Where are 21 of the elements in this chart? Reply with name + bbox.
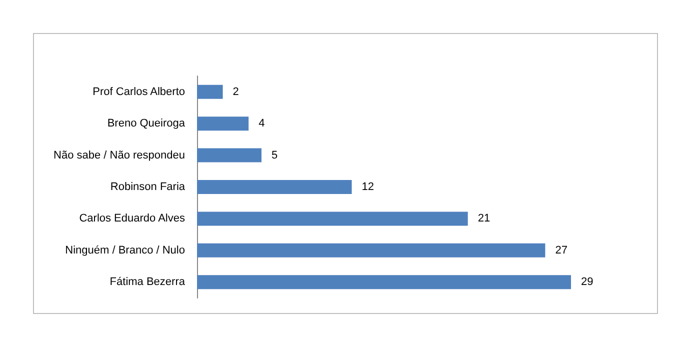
- bar: [197, 275, 571, 290]
- data-label: 27: [555, 244, 568, 256]
- data-label: 29: [581, 276, 594, 288]
- data-label: 5: [271, 149, 278, 162]
- y-tick-label: Carlos Eduardo Alves: [79, 212, 186, 225]
- bar: [197, 180, 352, 194]
- data-label: 21: [478, 212, 490, 225]
- y-tick-label: Robinson Faria: [110, 181, 186, 193]
- bar: [197, 84, 223, 99]
- y-tick-label: Ninguém / Branco / Nulo: [65, 244, 185, 256]
- y-tick-label: Prof Carlos Alberto: [92, 86, 185, 98]
- data-label: 12: [362, 181, 374, 193]
- data-label: 2: [232, 86, 239, 98]
- bar: [197, 212, 468, 226]
- y-tick-label: Breno Queiroga: [107, 118, 186, 130]
- bar: [197, 243, 546, 258]
- y-tick-label: Fátima Bezerra: [110, 276, 186, 288]
- y-tick-label: Não sabe / Não respondeu: [54, 149, 185, 162]
- bar: [197, 116, 249, 131]
- bar: [197, 148, 262, 162]
- data-label: 4: [258, 118, 265, 130]
